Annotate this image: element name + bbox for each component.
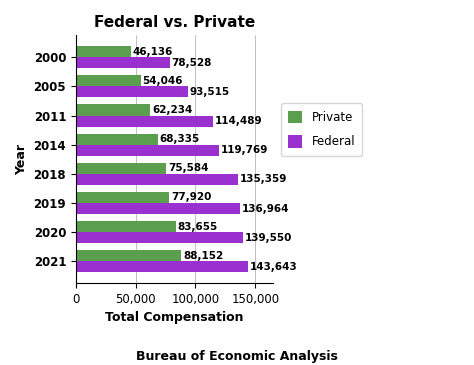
- Text: Bureau of Economic Analysis: Bureau of Economic Analysis: [136, 350, 338, 363]
- Text: 143,643: 143,643: [249, 262, 297, 272]
- Bar: [76, 192, 169, 203]
- Text: 119,769: 119,769: [221, 145, 268, 155]
- Bar: [76, 145, 219, 156]
- Text: 75,584: 75,584: [168, 163, 209, 173]
- Bar: [76, 203, 240, 214]
- Text: 68,335: 68,335: [159, 134, 200, 144]
- Bar: [76, 104, 150, 115]
- Text: 83,655: 83,655: [178, 222, 218, 232]
- Bar: [76, 163, 166, 174]
- Title: Federal vs. Private: Federal vs. Private: [94, 15, 255, 30]
- Bar: [76, 250, 182, 261]
- Text: 46,136: 46,136: [133, 47, 173, 57]
- Text: 77,920: 77,920: [171, 192, 211, 203]
- Bar: [76, 57, 170, 68]
- Bar: [76, 75, 140, 87]
- Text: 88,152: 88,152: [183, 251, 223, 261]
- Text: 54,046: 54,046: [142, 76, 183, 86]
- Text: 78,528: 78,528: [172, 58, 212, 68]
- Text: 93,515: 93,515: [190, 87, 230, 97]
- Text: 136,964: 136,964: [241, 204, 289, 214]
- Bar: [76, 134, 158, 145]
- Bar: [76, 115, 213, 127]
- Y-axis label: Year: Year: [15, 144, 28, 175]
- Text: 62,234: 62,234: [152, 105, 192, 115]
- Bar: [76, 261, 248, 272]
- Bar: [76, 174, 238, 185]
- Bar: [76, 46, 131, 57]
- Bar: [76, 232, 243, 243]
- Text: 135,359: 135,359: [239, 174, 287, 184]
- Legend: Private, Federal: Private, Federal: [281, 104, 363, 155]
- Bar: [76, 221, 176, 232]
- Text: 114,489: 114,489: [215, 116, 262, 126]
- Bar: [76, 87, 188, 97]
- Text: 139,550: 139,550: [245, 233, 292, 243]
- X-axis label: Total Compensation: Total Compensation: [105, 311, 244, 324]
